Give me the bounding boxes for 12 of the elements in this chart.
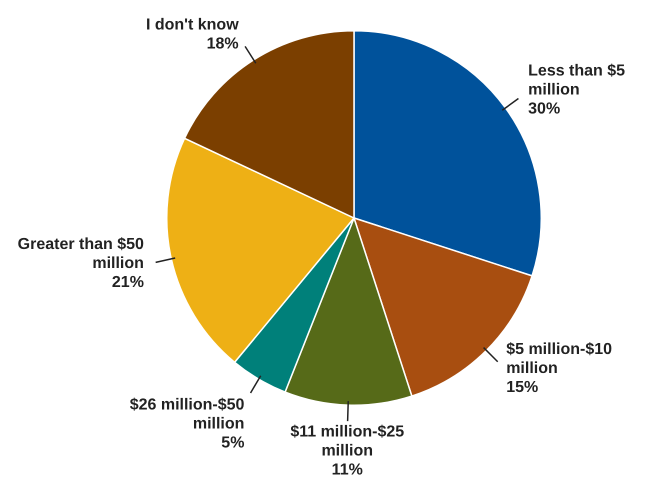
slice-label: Greater than $50 million [18,236,144,272]
data-label: 18% [206,36,239,53]
data-label: 5% [221,434,244,452]
data-label: 30% [528,100,560,118]
slice-label: $5 million-$10 million [506,341,612,378]
slice-label: I don't know [146,16,240,34]
data-label: 21% [112,274,144,291]
slice-label: $11 million-$25 million [290,423,404,460]
slice-label: $26 million-$50 million [130,396,245,433]
data-label: 15% [506,379,538,396]
data-label: 11% [332,461,363,478]
slice-label: Less than $5 million [528,62,626,98]
